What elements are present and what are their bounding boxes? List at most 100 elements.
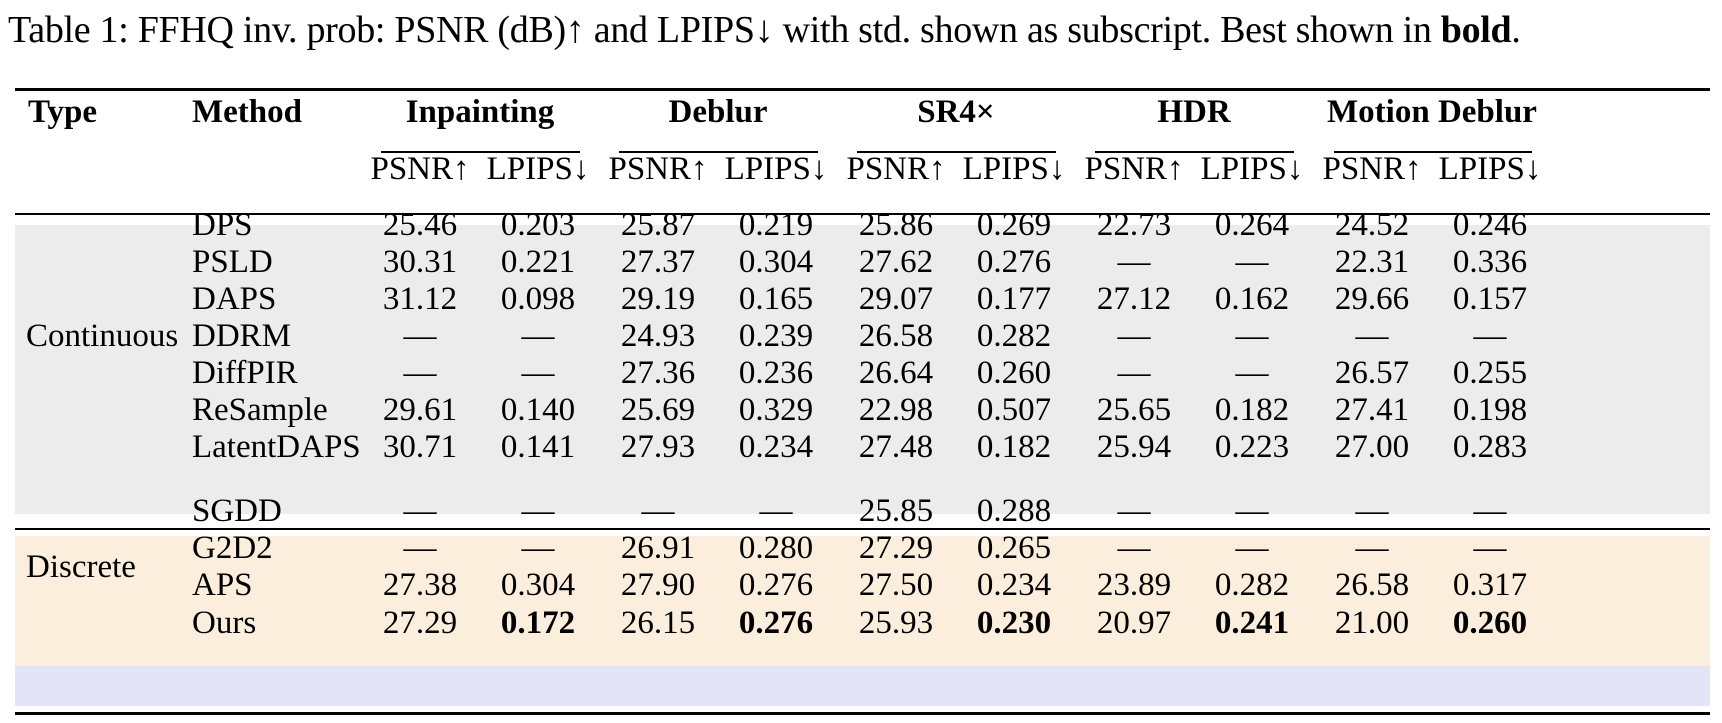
table-cell: 0.276 <box>976 244 1052 280</box>
table-cell: 22.31 <box>1334 244 1410 280</box>
table-cell: — <box>1235 493 1269 529</box>
method-name: G2D2 <box>192 530 273 566</box>
table-cell: 0.260 <box>976 355 1052 391</box>
table-cell: 25.87 <box>620 207 696 243</box>
table-cell: — <box>1473 318 1507 354</box>
caption-text: Table 1: FFHQ inv. prob: PSNR (dB)↑ and … <box>8 9 1441 51</box>
table-cell: — <box>521 318 555 354</box>
task-header: Motion Deblur <box>1327 94 1537 130</box>
metric-header: LPIPS↓ <box>724 151 828 187</box>
table-cell: 0.234 <box>738 429 814 465</box>
metric-header: LPIPS↓ <box>486 151 590 187</box>
table-cell: 0.304 <box>500 567 576 603</box>
top-rule <box>15 88 1710 91</box>
task-header: Inpainting <box>405 94 555 130</box>
table-cell: 27.93 <box>620 429 696 465</box>
table-cell: 29.07 <box>858 281 934 317</box>
table-cell: 25.69 <box>620 392 696 428</box>
table-cell: 26.15 <box>620 605 696 641</box>
table-cell: 30.71 <box>382 429 458 465</box>
table-cell: 0.172 <box>500 605 576 641</box>
metric-header: PSNR↑ <box>846 151 946 187</box>
group-label: Continuous <box>26 318 179 354</box>
table-cell: 0.098 <box>500 281 576 317</box>
table-cell: — <box>1235 244 1269 280</box>
table-cell: 24.52 <box>1334 207 1410 243</box>
table-cell: 0.162 <box>1214 281 1290 317</box>
table-cell: 0.282 <box>976 318 1052 354</box>
table-cell: 0.140 <box>500 392 576 428</box>
table-cell: 25.65 <box>1096 392 1172 428</box>
method-name: Ours <box>192 605 257 641</box>
table-cell: 26.57 <box>1334 355 1410 391</box>
metric-header: PSNR↑ <box>1084 151 1184 187</box>
table-cell: — <box>759 493 793 529</box>
table-cell: — <box>1235 318 1269 354</box>
table-cell: — <box>1117 493 1151 529</box>
table-cell: — <box>1473 493 1507 529</box>
table-cell: 25.86 <box>858 207 934 243</box>
table-cell: — <box>1235 355 1269 391</box>
table-cell: — <box>1117 530 1151 566</box>
table-cell: 0.246 <box>1452 207 1528 243</box>
table-cell: 0.336 <box>1452 244 1528 280</box>
table-cell: 0.304 <box>738 244 814 280</box>
table-cell: 0.317 <box>1452 567 1528 603</box>
table-cell: 0.269 <box>976 207 1052 243</box>
table-cell: — <box>521 355 555 391</box>
table-cell: 25.85 <box>858 493 934 529</box>
table-cell: — <box>521 530 555 566</box>
caption-period: . <box>1511 9 1521 51</box>
table-cell: 0.276 <box>738 605 814 641</box>
table-cell: — <box>403 493 437 529</box>
method-name: DPS <box>192 207 253 243</box>
table-cell: 0.280 <box>738 530 814 566</box>
group-label: Discrete <box>26 549 136 585</box>
table-cell: 0.182 <box>976 429 1052 465</box>
table-cell: 0.288 <box>976 493 1052 529</box>
table-cell: 0.157 <box>1452 281 1528 317</box>
group-separator-rule <box>15 528 1710 530</box>
table-cell: 31.12 <box>382 281 458 317</box>
table-cell: 27.36 <box>620 355 696 391</box>
table-cell: 29.19 <box>620 281 696 317</box>
metric-header: LPIPS↓ <box>1438 151 1542 187</box>
table-cell: 0.141 <box>500 429 576 465</box>
method-name: ReSample <box>192 392 328 428</box>
table-cell: — <box>1355 318 1389 354</box>
table-cell: 30.31 <box>382 244 458 280</box>
table-cell: 0.165 <box>738 281 814 317</box>
table-cell: 0.182 <box>1214 392 1290 428</box>
table-cell: — <box>1117 318 1151 354</box>
task-underline <box>381 151 580 153</box>
table-cell: — <box>403 355 437 391</box>
table-cell: 21.00 <box>1334 605 1410 641</box>
table-cell: 25.94 <box>1096 429 1172 465</box>
table-cell: — <box>403 530 437 566</box>
table-cell: 26.64 <box>858 355 934 391</box>
table-cell: 27.41 <box>1334 392 1410 428</box>
table-cell: 27.00 <box>1334 429 1410 465</box>
table-cell: — <box>403 318 437 354</box>
table-cell: 0.507 <box>976 392 1052 428</box>
table-cell: 0.203 <box>500 207 576 243</box>
continuous-group-band <box>15 225 1710 514</box>
table-cell: 20.97 <box>1096 605 1172 641</box>
table-cell: 26.91 <box>620 530 696 566</box>
table-cell: 25.46 <box>382 207 458 243</box>
table-cell: — <box>641 493 675 529</box>
header-rule <box>15 213 1710 215</box>
table-cell: 0.239 <box>738 318 814 354</box>
table-cell: 27.50 <box>858 567 934 603</box>
table-cell: — <box>521 493 555 529</box>
table-cell: 22.98 <box>858 392 934 428</box>
task-header: HDR <box>1157 94 1231 130</box>
metric-header: LPIPS↓ <box>962 151 1066 187</box>
table-caption: Table 1: FFHQ inv. prob: PSNR (dB)↑ and … <box>8 6 1718 54</box>
table-cell: — <box>1117 244 1151 280</box>
table-cell: 0.265 <box>976 530 1052 566</box>
table-cell: 0.264 <box>1214 207 1290 243</box>
table-cell: 0.329 <box>738 392 814 428</box>
table-cell: 26.58 <box>858 318 934 354</box>
table-cell: — <box>1235 530 1269 566</box>
